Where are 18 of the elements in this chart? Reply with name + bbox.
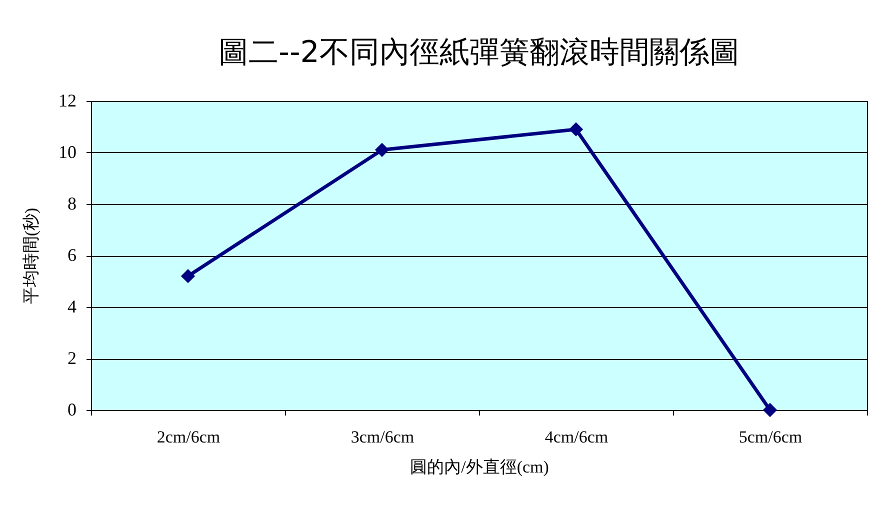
y-tick-label: 8 — [68, 194, 76, 214]
y-tick-label: 10 — [58, 142, 76, 162]
x-axis-title: 圓的內/外直徑(cm) — [410, 458, 549, 476]
y-tick-label: 0 — [68, 400, 76, 420]
point — [762, 402, 778, 418]
x-tick-label: 3cm/6cm — [350, 428, 414, 446]
y-tick-label: 6 — [68, 245, 76, 265]
x-tick-label: 2cm/6cm — [156, 428, 220, 446]
point — [180, 269, 196, 284]
chart-title: 圖二--2不同內徑紙彈簧翻滾時間關係圖 — [218, 35, 740, 70]
y-tick-label: 4 — [68, 296, 76, 316]
y-axis-title: 平均時間(秒) — [22, 208, 40, 304]
y-tick-label: 2 — [68, 348, 76, 368]
point — [374, 142, 390, 157]
point — [568, 122, 584, 136]
y-tick-label: 12 — [58, 90, 76, 110]
x-tick-label: 4cm/6cm — [544, 428, 608, 446]
x-tick-label: 5cm/6cm — [738, 428, 802, 446]
